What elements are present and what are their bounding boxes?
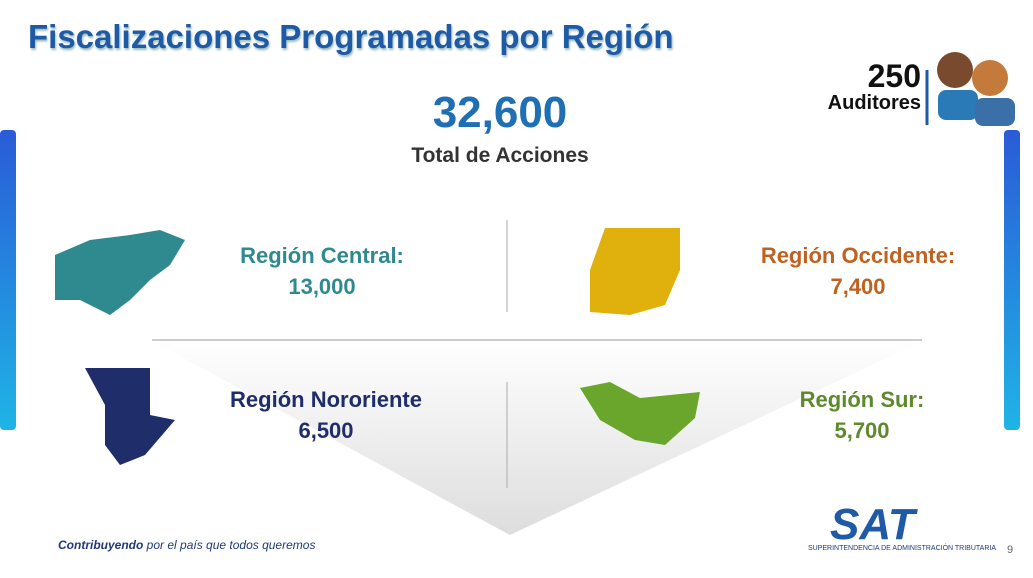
region: Región Occidente: 7,400 <box>728 240 988 302</box>
region-value: 13,000 <box>288 274 356 299</box>
region-name: Región Central: <box>240 243 404 268</box>
logo: SAT <box>830 500 915 549</box>
logo-subtitle: Superintendencia de Administración Tribu… <box>808 545 996 552</box>
region: Región Sur: 5,700 <box>732 384 992 446</box>
page-number: 9 <box>1007 544 1014 556</box>
region: Región Nororiente 6,500 <box>196 384 456 446</box>
title: Fiscalizaciones Programadas por Región <box>28 18 674 55</box>
region-name: Región Nororiente <box>230 387 422 412</box>
region-name: Región Sur: <box>799 387 925 412</box>
auditors-value: 250 <box>867 58 921 94</box>
total-value: 32,600 <box>432 88 568 137</box>
region-value: 6,500 <box>298 418 354 443</box>
region-value: 5,700 <box>834 418 890 443</box>
slogan-text: por el país que todos queremos <box>146 538 316 552</box>
region-value: 7,400 <box>830 274 886 299</box>
slogan: Contribuyendo por el país que todos quer… <box>58 538 315 552</box>
region-name: Región Occidente: <box>760 243 956 268</box>
region: Región Central: 13,000 <box>192 240 452 302</box>
auditors: 250 Auditores <box>828 60 921 115</box>
auditors-label: Auditores <box>827 92 921 114</box>
slogan-bold: Contribuyendo <box>58 538 144 552</box>
total-label: Total de Acciones <box>411 144 589 167</box>
